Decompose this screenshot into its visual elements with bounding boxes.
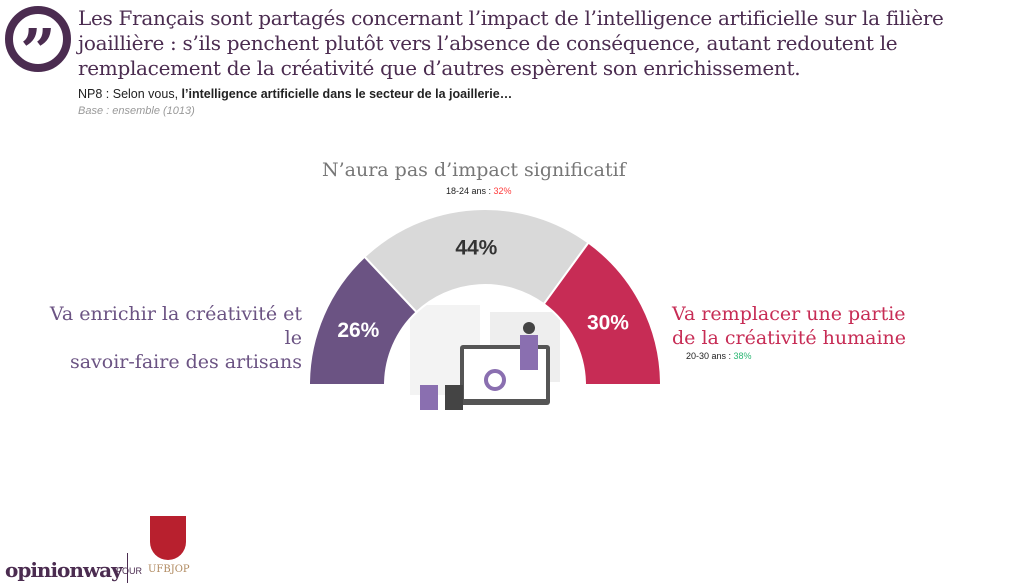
base-note: Base : ensemble (1013) [78, 105, 195, 117]
data-label-0: 26% [337, 319, 379, 342]
divider [127, 553, 128, 583]
note-no-impact: 18-24 ans : 32% [446, 186, 512, 196]
note-remplacer: 20-30 ans : 38% [686, 351, 752, 361]
question-code: NP8 : Selon vous, [78, 87, 182, 101]
pour-label: POUR [116, 566, 143, 576]
page-title: Les Français sont partagés concernant l’… [78, 6, 944, 80]
ufbjop-logo: UFBJOP [148, 564, 190, 575]
gauge-segment-2 [542, 241, 663, 386]
label-remplacer: Va remplacer une partie de la créativité … [672, 303, 907, 349]
label-no-impact: N’aura pas d’impact significatif [322, 159, 626, 181]
gauge-segment-1 [363, 208, 590, 314]
question-text: l’intelligence artificielle dans le sect… [181, 87, 513, 101]
illustration [410, 305, 560, 410]
opinionway-logo: opinionway [5, 558, 123, 582]
label-enrichir: Va enrichir la créativité et le savoir-fa… [49, 303, 302, 373]
data-label-2: 30% [587, 311, 629, 334]
question: NP8 : Selon vous, l’intelligence artific… [78, 87, 512, 101]
ufbjop-shield-icon [150, 516, 186, 560]
data-label-1: 44% [455, 236, 497, 259]
